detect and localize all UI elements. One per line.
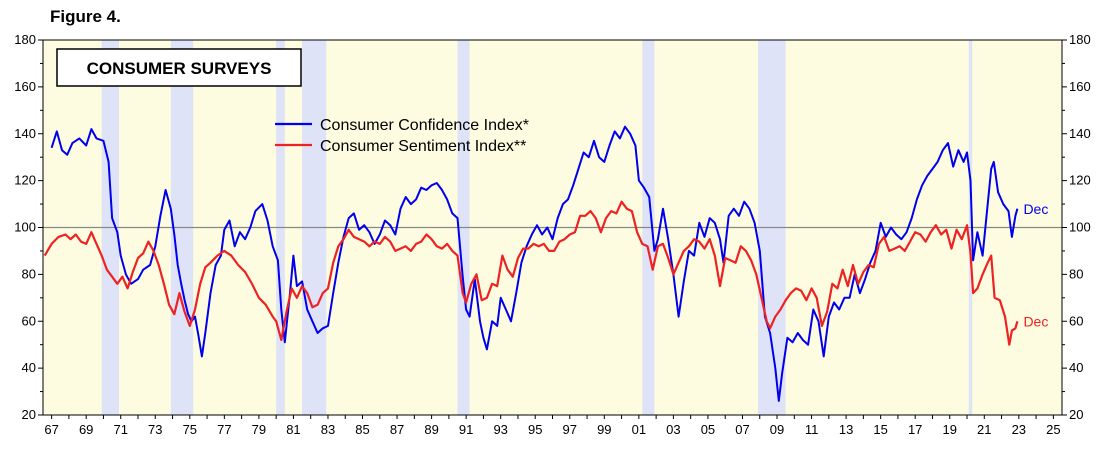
- x-tick-label: 91: [459, 422, 473, 437]
- x-tick-label: 95: [528, 422, 542, 437]
- x-tick-label: 05: [701, 422, 715, 437]
- y-tick-label-left: 40: [22, 360, 36, 375]
- y-tick-label-right: 140: [1069, 126, 1091, 141]
- x-tick-label: 09: [770, 422, 784, 437]
- x-tick-label: 93: [493, 422, 507, 437]
- x-tick-label: 07: [735, 422, 749, 437]
- x-tick-label: 21: [977, 422, 991, 437]
- y-tick-label-right: 180: [1069, 32, 1091, 47]
- x-tick-label: 89: [424, 422, 438, 437]
- y-tick-label-right: 100: [1069, 220, 1091, 235]
- x-tick-label: 13: [839, 422, 853, 437]
- x-tick-label: 67: [44, 422, 58, 437]
- x-tick-label: 23: [1012, 422, 1026, 437]
- x-tick-label: 79: [252, 422, 266, 437]
- figure-label: Figure 4.: [50, 7, 121, 26]
- series-end-label: Dec: [1023, 313, 1048, 329]
- y-tick-label-right: 160: [1069, 79, 1091, 94]
- series-end-label: Dec: [1023, 201, 1048, 217]
- y-tick-label-left: 20: [22, 407, 36, 422]
- x-tick-label: 11: [805, 422, 819, 437]
- y-tick-label-right: 40: [1069, 360, 1083, 375]
- x-tick-label: 69: [79, 422, 93, 437]
- y-tick-label-left: 100: [14, 220, 36, 235]
- y-tick-label-right: 80: [1069, 266, 1083, 281]
- x-tick-label: 01: [632, 422, 646, 437]
- y-tick-label-left: 140: [14, 126, 36, 141]
- legend-label: Consumer Confidence Index*: [320, 117, 529, 134]
- x-tick-label: 99: [597, 422, 611, 437]
- y-tick-label-right: 120: [1069, 173, 1091, 188]
- x-tick-label: 83: [321, 422, 335, 437]
- x-tick-label: 87: [390, 422, 404, 437]
- y-tick-label-right: 60: [1069, 313, 1083, 328]
- y-tick-label-left: 160: [14, 79, 36, 94]
- chart-title-box: [56, 48, 302, 87]
- y-tick-label-left: 120: [14, 173, 36, 188]
- y-tick-label-right: 20: [1069, 407, 1083, 422]
- y-tick-label-left: 80: [22, 266, 36, 281]
- chart-title: CONSUMER SURVEYS: [87, 59, 272, 78]
- x-tick-label: 81: [286, 422, 300, 437]
- x-tick-label: 03: [666, 422, 680, 437]
- x-tick-label: 77: [217, 422, 231, 437]
- x-tick-label: 71: [113, 422, 127, 437]
- x-tick-label: 73: [148, 422, 162, 437]
- x-tick-label: 75: [183, 422, 197, 437]
- series-line-confidence: [50, 125, 1019, 402]
- x-tick-label: 97: [563, 422, 577, 437]
- y-tick-label-left: 180: [14, 32, 36, 47]
- series-line-sentiment: [43, 200, 1019, 346]
- x-tick-label: 15: [873, 422, 887, 437]
- x-tick-label: 25: [1046, 422, 1060, 437]
- x-tick-label: 17: [908, 422, 922, 437]
- x-tick-label: 85: [355, 422, 369, 437]
- legend-label: Consumer Sentiment Index**: [320, 138, 526, 155]
- y-tick-label-left: 60: [22, 313, 36, 328]
- x-tick-label: 19: [943, 422, 957, 437]
